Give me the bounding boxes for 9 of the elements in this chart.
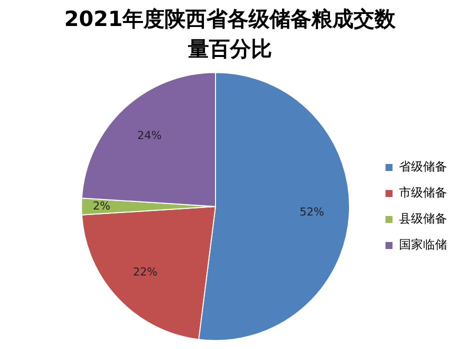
data-label: 2% — [92, 199, 110, 212]
chart-title: 2021年度陕西省各级储备粮成交数量百分比 — [63, 6, 397, 63]
data-label: 24% — [137, 129, 162, 142]
data-label: 52% — [300, 205, 324, 218]
data-label: 22% — [132, 265, 158, 278]
legend-label: 国家临储 — [399, 238, 447, 252]
legend-label: 省级储备 — [399, 160, 447, 174]
legend-label: 市级储备 — [399, 186, 447, 200]
legend-label: 县级储备 — [399, 212, 447, 226]
